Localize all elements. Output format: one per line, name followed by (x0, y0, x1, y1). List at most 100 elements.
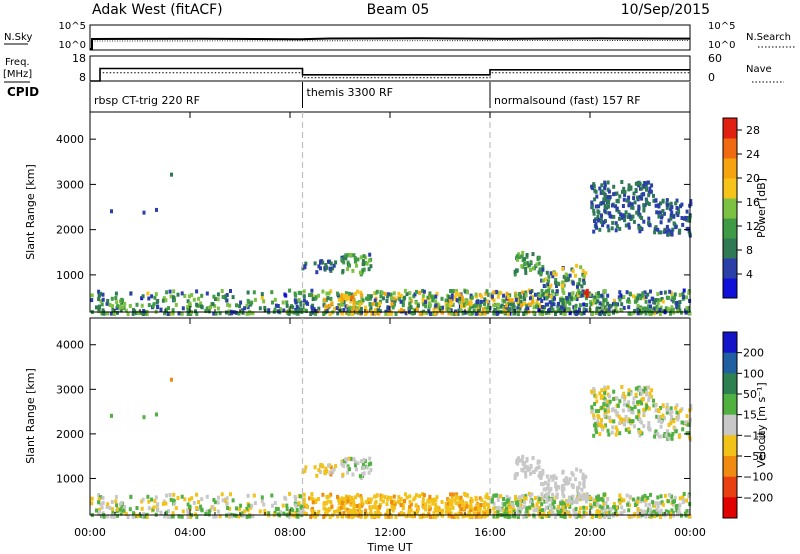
scatter-cell (331, 470, 335, 475)
scatter-cell (469, 505, 473, 510)
scatter-cell (580, 496, 584, 501)
scatter-cell (558, 307, 562, 312)
scatter-cell (669, 308, 673, 313)
scatter-cell (649, 507, 652, 512)
scatter-cell (153, 499, 157, 503)
scatter-cell (252, 290, 256, 295)
scatter-cell (545, 270, 549, 275)
scatter-cell (614, 305, 618, 310)
scatter-cell (612, 184, 616, 189)
scatter-cell (591, 515, 594, 519)
scatter-cell (529, 290, 533, 295)
scatter-cell (428, 514, 432, 519)
scatter-cell (273, 510, 277, 515)
scatter-cell (263, 509, 267, 513)
scatter-cell (347, 306, 351, 311)
scatter-cell (614, 509, 618, 513)
scatter-cell (561, 514, 565, 519)
scatter-cell (514, 501, 518, 505)
scatter-cell (627, 407, 631, 412)
velocity-colorbar-tick: −100 (743, 471, 773, 484)
scatter-cell (618, 297, 622, 302)
scatter-cell (627, 187, 631, 192)
nave-tick-low: 0 (708, 71, 715, 84)
scatter-cell (687, 431, 691, 436)
scatter-cell (577, 510, 581, 515)
scatter-cell (656, 301, 660, 306)
time-tick-label: 08:00 (274, 526, 306, 539)
scatter-cell (325, 469, 329, 474)
freq-label-line1: Freq. (5, 57, 30, 68)
scatter-cell (434, 303, 438, 308)
scatter-cell (603, 194, 607, 199)
scatter-cell (648, 299, 652, 304)
scatter-cell (568, 273, 572, 278)
scatter-cell (647, 304, 651, 309)
scatter-cell (142, 415, 146, 420)
scatter-cell (177, 311, 181, 316)
scatter-cell (90, 501, 94, 506)
scatter-cell (523, 297, 527, 302)
scatter-cell (671, 510, 675, 515)
scatter-cell (595, 399, 599, 404)
scatter-cell (590, 409, 594, 414)
scatter-cell (221, 295, 225, 299)
scatter-cell (123, 301, 127, 306)
scatter-cell (238, 507, 242, 512)
scatter-cell (188, 301, 191, 306)
scatter-cell (368, 302, 372, 307)
scatter-cell (328, 303, 332, 308)
scatter-cell (155, 412, 158, 417)
date-title: 10/Sep/2015 (621, 2, 710, 18)
scatter-cell (245, 303, 249, 308)
cpid-segment-label: normalsound (fast) 157 RF (494, 94, 641, 107)
scatter-cell (637, 388, 640, 393)
scatter-cell (322, 506, 326, 511)
scatter-cell (270, 290, 274, 295)
scatter-cell (513, 514, 517, 519)
scatter-cell (470, 295, 474, 300)
scatter-cell (508, 307, 512, 312)
scatter-cell (273, 307, 277, 312)
scatter-cell (582, 477, 586, 482)
scatter-cell (248, 514, 252, 519)
scatter-cell (685, 431, 689, 436)
scatter-cell (518, 294, 522, 299)
scatter-cell (544, 480, 547, 485)
scatter-cell (518, 306, 522, 311)
colorbar-segment (723, 218, 737, 239)
scatter-cell (460, 507, 463, 512)
scatter-cell (559, 501, 563, 506)
scatter-cell (466, 493, 469, 498)
colorbar-segment (723, 238, 737, 259)
scatter-cell (397, 291, 401, 296)
scatter-cell (216, 500, 220, 505)
scatter-cell (659, 220, 663, 225)
scatter-cell (614, 506, 618, 511)
scatter-cell (524, 291, 528, 295)
scatter-cell (677, 507, 681, 512)
scatter-cell (538, 311, 542, 316)
scatter-cell (597, 415, 601, 420)
scatter-cell (610, 226, 614, 231)
scatter-cell (554, 515, 557, 519)
scatter-cell (657, 210, 661, 215)
scatter-cell (634, 181, 638, 186)
scatter-cell (665, 429, 669, 434)
scatter-cell (188, 505, 191, 509)
scatter-cell (422, 311, 426, 316)
scatter-cell (608, 211, 612, 216)
scatter-cell (389, 495, 393, 500)
scatter-cell (308, 496, 311, 501)
scatter-cell (517, 458, 521, 463)
scatter-cell (531, 502, 534, 507)
scatter-cell (95, 305, 98, 310)
scatter-cell (574, 509, 577, 514)
scatter-cell (537, 459, 541, 464)
scatter-cell (246, 493, 250, 498)
scatter-cell (180, 311, 184, 316)
scatter-cell (551, 308, 555, 313)
scatter-cell (476, 306, 480, 311)
scatter-cell (97, 306, 101, 311)
scatter-cell (247, 300, 251, 305)
